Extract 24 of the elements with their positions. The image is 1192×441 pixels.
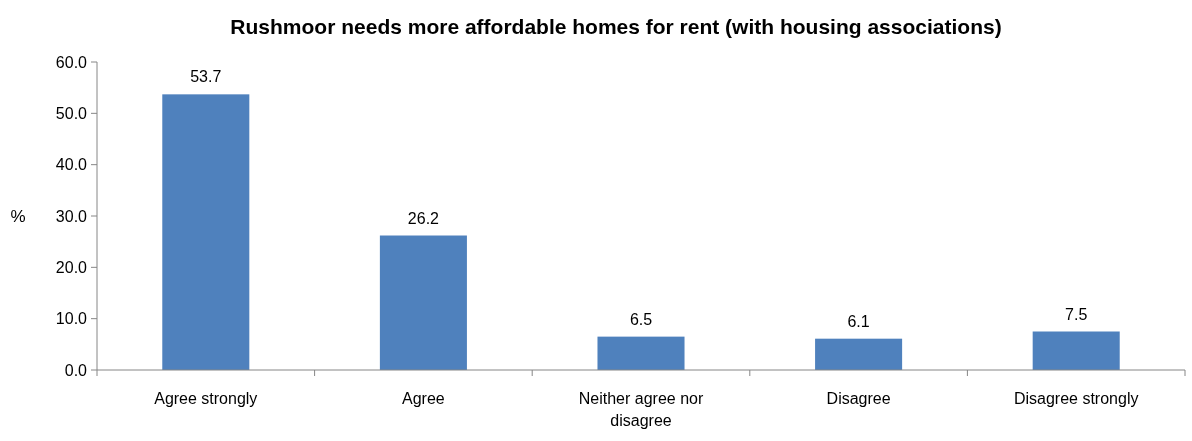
data-label: 26.2 xyxy=(407,209,440,227)
bar xyxy=(162,94,250,370)
data-label: 7.5 xyxy=(1065,305,1088,323)
bar xyxy=(815,338,903,370)
x-tick-label: Disagree xyxy=(826,390,891,407)
data-label: 6.1 xyxy=(847,312,870,330)
data-label: 53.7 xyxy=(190,68,222,86)
chart-title: Rushmoor needs more affordable homes for rent (with housing associations) xyxy=(230,15,1002,38)
y-tick-label: 50.0 xyxy=(55,104,88,122)
y-axis-title: % xyxy=(10,207,26,226)
y-tick-label: 40.0 xyxy=(55,156,88,174)
bar xyxy=(379,235,467,370)
x-tick-label: Neither agree nor disagree xyxy=(578,390,704,429)
y-tick-label: 60.0 xyxy=(55,53,88,71)
bar xyxy=(1032,331,1120,370)
x-tick-label: Disagree strongly xyxy=(1013,390,1139,407)
y-tick-label: 0.0 xyxy=(64,361,88,379)
y-tick-label: 30.0 xyxy=(55,207,88,225)
x-tick-label: Agree strongly xyxy=(154,390,258,407)
y-tick-label: 10.0 xyxy=(55,310,88,328)
bar xyxy=(597,336,685,370)
y-tick-label: 20.0 xyxy=(55,258,88,276)
x-tick-label: Agree xyxy=(402,390,445,407)
data-label: 6.5 xyxy=(629,310,653,328)
